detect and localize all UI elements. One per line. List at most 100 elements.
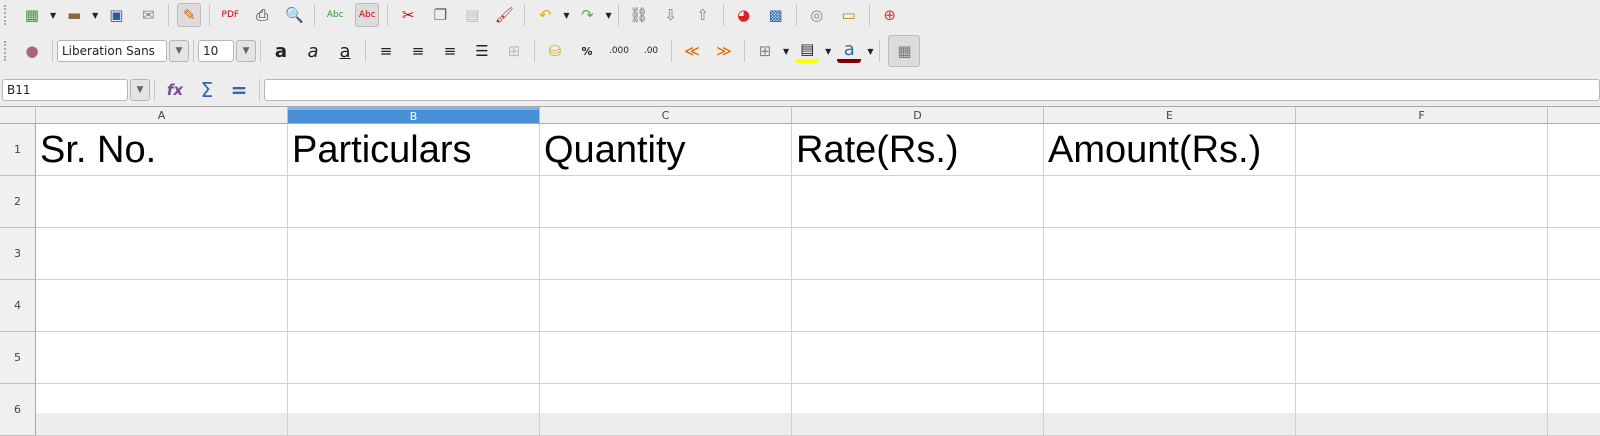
cell-D4[interactable] xyxy=(792,280,1044,332)
sort-ascending-icon[interactable]: ⇩ xyxy=(664,6,677,24)
cell-C3[interactable] xyxy=(540,228,792,280)
bold-icon[interactable]: a xyxy=(274,40,288,62)
new-spreadsheet-icon[interactable]: ▦ xyxy=(24,6,40,24)
cell-B2[interactable] xyxy=(288,176,540,228)
cell-overflow[interactable] xyxy=(1548,280,1600,332)
font-size-dropdown[interactable]: ▼ xyxy=(236,40,256,62)
font-size-input[interactable]: 10 xyxy=(198,40,234,62)
background-color-dropdown[interactable]: ▼ xyxy=(825,46,832,56)
cell-E5[interactable] xyxy=(1044,332,1296,384)
cell-F3[interactable] xyxy=(1296,228,1548,280)
cell-C4[interactable] xyxy=(540,280,792,332)
redo-icon[interactable]: ↷ xyxy=(581,6,594,24)
redo-dropdown[interactable]: ▼ xyxy=(605,10,612,20)
select-all-corner[interactable] xyxy=(0,107,36,124)
justify-icon[interactable]: ☰ xyxy=(475,42,489,60)
column-header-overflow[interactable] xyxy=(1548,107,1600,124)
row-header[interactable]: 4 xyxy=(0,280,36,332)
sidebar-wrench-icon[interactable]: ● xyxy=(25,42,39,60)
cell-E6[interactable] xyxy=(1044,384,1296,436)
column-header-f[interactable]: F xyxy=(1296,107,1548,124)
column-header-e[interactable]: E xyxy=(1044,107,1296,124)
add-decimal-icon[interactable]: .000 xyxy=(608,46,630,56)
cell-F6[interactable] xyxy=(1296,384,1548,436)
print-preview-icon[interactable]: 🔍 xyxy=(284,6,304,24)
font-name-input[interactable]: Liberation Sans xyxy=(57,40,167,62)
cell-overflow[interactable] xyxy=(1548,228,1600,280)
align-right-icon[interactable]: ≡ xyxy=(443,42,457,60)
cell-E2[interactable] xyxy=(1044,176,1296,228)
cell-C1[interactable]: Quantity xyxy=(540,124,792,176)
clone-formatting-icon[interactable]: 🖌 xyxy=(494,6,514,24)
cell-D1[interactable]: Rate(Rs.) xyxy=(792,124,1044,176)
cell-B1[interactable]: Particulars xyxy=(288,124,540,176)
cell-E1[interactable]: Amount(Rs.) xyxy=(1044,124,1296,176)
undo-icon[interactable]: ↶ xyxy=(539,6,552,24)
cell-C6[interactable] xyxy=(540,384,792,436)
cell-A2[interactable] xyxy=(36,176,288,228)
cell-A3[interactable] xyxy=(36,228,288,280)
background-color-icon[interactable]: ▤ xyxy=(795,39,820,63)
cell-A4[interactable] xyxy=(36,280,288,332)
cell-C2[interactable] xyxy=(540,176,792,228)
open-folder-icon[interactable]: ▬ xyxy=(67,6,82,24)
borders-icon[interactable]: ⊞ xyxy=(758,42,772,60)
cell-C5[interactable] xyxy=(540,332,792,384)
underline-icon[interactable]: a xyxy=(339,40,351,62)
column-header-a[interactable]: A xyxy=(36,107,288,124)
column-header-d[interactable]: D xyxy=(792,107,1044,124)
currency-icon[interactable]: ⛁ xyxy=(548,42,562,60)
cell-E4[interactable] xyxy=(1044,280,1296,332)
borders-dropdown[interactable]: ▼ xyxy=(783,46,790,56)
cell-F4[interactable] xyxy=(1296,280,1548,332)
cell-F1[interactable] xyxy=(1296,124,1548,176)
help-icon[interactable]: ⊕ xyxy=(883,6,896,24)
increase-indent-icon[interactable]: ≫ xyxy=(716,42,732,60)
cell-D5[interactable] xyxy=(792,332,1044,384)
column-header-b[interactable]: B xyxy=(288,107,540,124)
name-box[interactable]: B11 xyxy=(2,79,128,101)
function-wizard-icon[interactable]: fx xyxy=(166,81,184,99)
delete-decimal-icon[interactable]: .00 xyxy=(643,46,659,56)
cell-B5[interactable] xyxy=(288,332,540,384)
undo-dropdown[interactable]: ▼ xyxy=(563,10,570,20)
open-dropdown[interactable]: ▼ xyxy=(92,10,99,20)
save-icon[interactable]: ▣ xyxy=(109,6,124,24)
cell-overflow[interactable] xyxy=(1548,176,1600,228)
cell-A6[interactable] xyxy=(36,384,288,436)
cell-D3[interactable] xyxy=(792,228,1044,280)
row-header[interactable]: 3 xyxy=(0,228,36,280)
copy-icon[interactable]: ❐ xyxy=(433,6,448,24)
cell-A5[interactable] xyxy=(36,332,288,384)
cell-overflow[interactable] xyxy=(1548,124,1600,176)
toolbar-grip[interactable] xyxy=(4,5,8,25)
edit-mode-icon[interactable]: ✎ xyxy=(177,3,202,27)
cell-D6[interactable] xyxy=(792,384,1044,436)
draw-functions-icon[interactable]: ▩ xyxy=(768,6,783,24)
align-left-icon[interactable]: ≡ xyxy=(379,42,393,60)
cell-F2[interactable] xyxy=(1296,176,1548,228)
sum-icon[interactable]: Σ xyxy=(200,78,214,102)
cell-B4[interactable] xyxy=(288,280,540,332)
formula-icon[interactable]: = xyxy=(230,78,248,102)
font-name-dropdown[interactable]: ▼ xyxy=(169,40,189,62)
formula-input[interactable] xyxy=(264,79,1600,101)
cell-B3[interactable] xyxy=(288,228,540,280)
toolbar-grip[interactable] xyxy=(4,41,8,61)
toggle-grid-icon[interactable]: ▦ xyxy=(888,35,921,67)
cell-E3[interactable] xyxy=(1044,228,1296,280)
font-color-dropdown[interactable]: ▼ xyxy=(867,46,874,56)
italic-icon[interactable]: a xyxy=(307,40,319,62)
cell-overflow[interactable] xyxy=(1548,384,1600,436)
gallery-icon[interactable]: ▭ xyxy=(841,6,856,24)
export-pdf-icon[interactable]: PDF xyxy=(221,10,240,20)
row-header[interactable]: 5 xyxy=(0,332,36,384)
cell-D2[interactable] xyxy=(792,176,1044,228)
email-icon[interactable]: ✉ xyxy=(142,6,155,24)
autospellcheck-icon[interactable]: Abc xyxy=(355,3,380,27)
cell-F5[interactable] xyxy=(1296,332,1548,384)
new-dropdown[interactable]: ▼ xyxy=(50,10,57,20)
sort-descending-icon[interactable]: ⇧ xyxy=(696,6,709,24)
row-header[interactable]: 1 xyxy=(0,124,36,176)
chart-icon[interactable]: ◕ xyxy=(737,6,751,24)
